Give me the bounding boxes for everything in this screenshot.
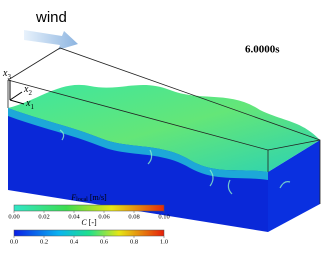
colorbar-symbol: F — [70, 193, 76, 202]
colorbar-tick-label: 0.04 — [68, 213, 80, 220]
colorbar-tick-label: 0.4 — [70, 238, 79, 245]
colorbar — [13, 229, 165, 237]
surface-edge — [8, 108, 268, 180]
wind-label: wind — [35, 9, 67, 26]
axis-index: 2 — [28, 89, 32, 97]
side-face — [268, 140, 320, 232]
colorbar-tick-label: 0.0 — [10, 238, 18, 245]
colorbar-tick-label: 0.08 — [128, 213, 139, 220]
axis-index: 1 — [30, 103, 34, 111]
colorbar-unit: [m/s] — [90, 193, 107, 202]
colorbar-symbol: C — [81, 218, 87, 227]
axis-label: x3 — [2, 68, 11, 80]
colorbar-tick-label: 0.02 — [38, 213, 49, 220]
colorbar-tick-label: 1.0 — [160, 238, 168, 245]
axis-letter: x — [2, 68, 8, 79]
time-label: 6.0000s — [245, 44, 280, 56]
axis-label: x2 — [23, 84, 32, 96]
colorbar-tick-label: 0.8 — [130, 238, 138, 245]
axis-label: x1 — [25, 98, 34, 110]
colorbar — [13, 204, 165, 212]
colorbar-title: Flocal [m/s] — [70, 193, 107, 204]
front-face — [8, 108, 268, 232]
colorbar-title: C [-] — [81, 218, 97, 227]
colorbar-tick-label: 0.10 — [158, 213, 169, 220]
turbulence — [59, 129, 291, 195]
axis-index: 3 — [7, 73, 11, 81]
colorbar-tick-label: 0.6 — [100, 238, 109, 245]
axis-letter: x — [23, 84, 29, 95]
water-surface — [8, 84, 320, 172]
domain-outline — [7, 47, 321, 204]
colorbar-subscript: local — [76, 197, 88, 203]
colorbar-tick-label: 0.2 — [40, 238, 48, 245]
colorbar-tick-label: 0.00 — [8, 213, 19, 220]
axis-letter: x — [25, 98, 31, 109]
colorbar-unit: [-] — [89, 218, 97, 227]
wind-arrow — [24, 30, 78, 50]
colorbar-tick-label: 0.06 — [98, 213, 110, 220]
axes-triad — [9, 80, 25, 105]
